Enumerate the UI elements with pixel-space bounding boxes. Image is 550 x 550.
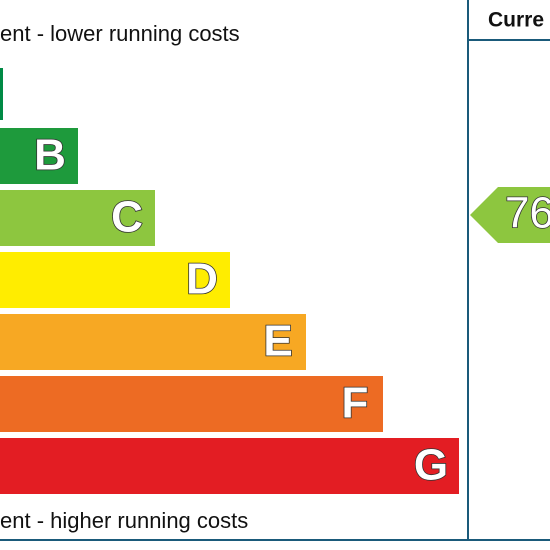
band	[0, 190, 155, 246]
current-heading: Curre	[488, 9, 544, 32]
band	[0, 252, 230, 308]
current-rating: 76	[505, 189, 550, 238]
band-letter: D	[186, 255, 218, 304]
band	[0, 128, 78, 184]
band-letter: E	[263, 317, 292, 366]
band	[0, 314, 306, 370]
band-a	[0, 68, 3, 120]
top-note: ent - lower running costs	[0, 21, 240, 46]
bottom-note: ent - higher running costs	[0, 508, 248, 533]
current-arrow	[470, 187, 550, 243]
band-letter: C	[111, 193, 143, 242]
band	[0, 438, 459, 494]
band-letter: B	[34, 131, 66, 180]
band	[0, 376, 383, 432]
band-letter: G	[414, 441, 448, 490]
band-letter: F	[342, 379, 369, 428]
